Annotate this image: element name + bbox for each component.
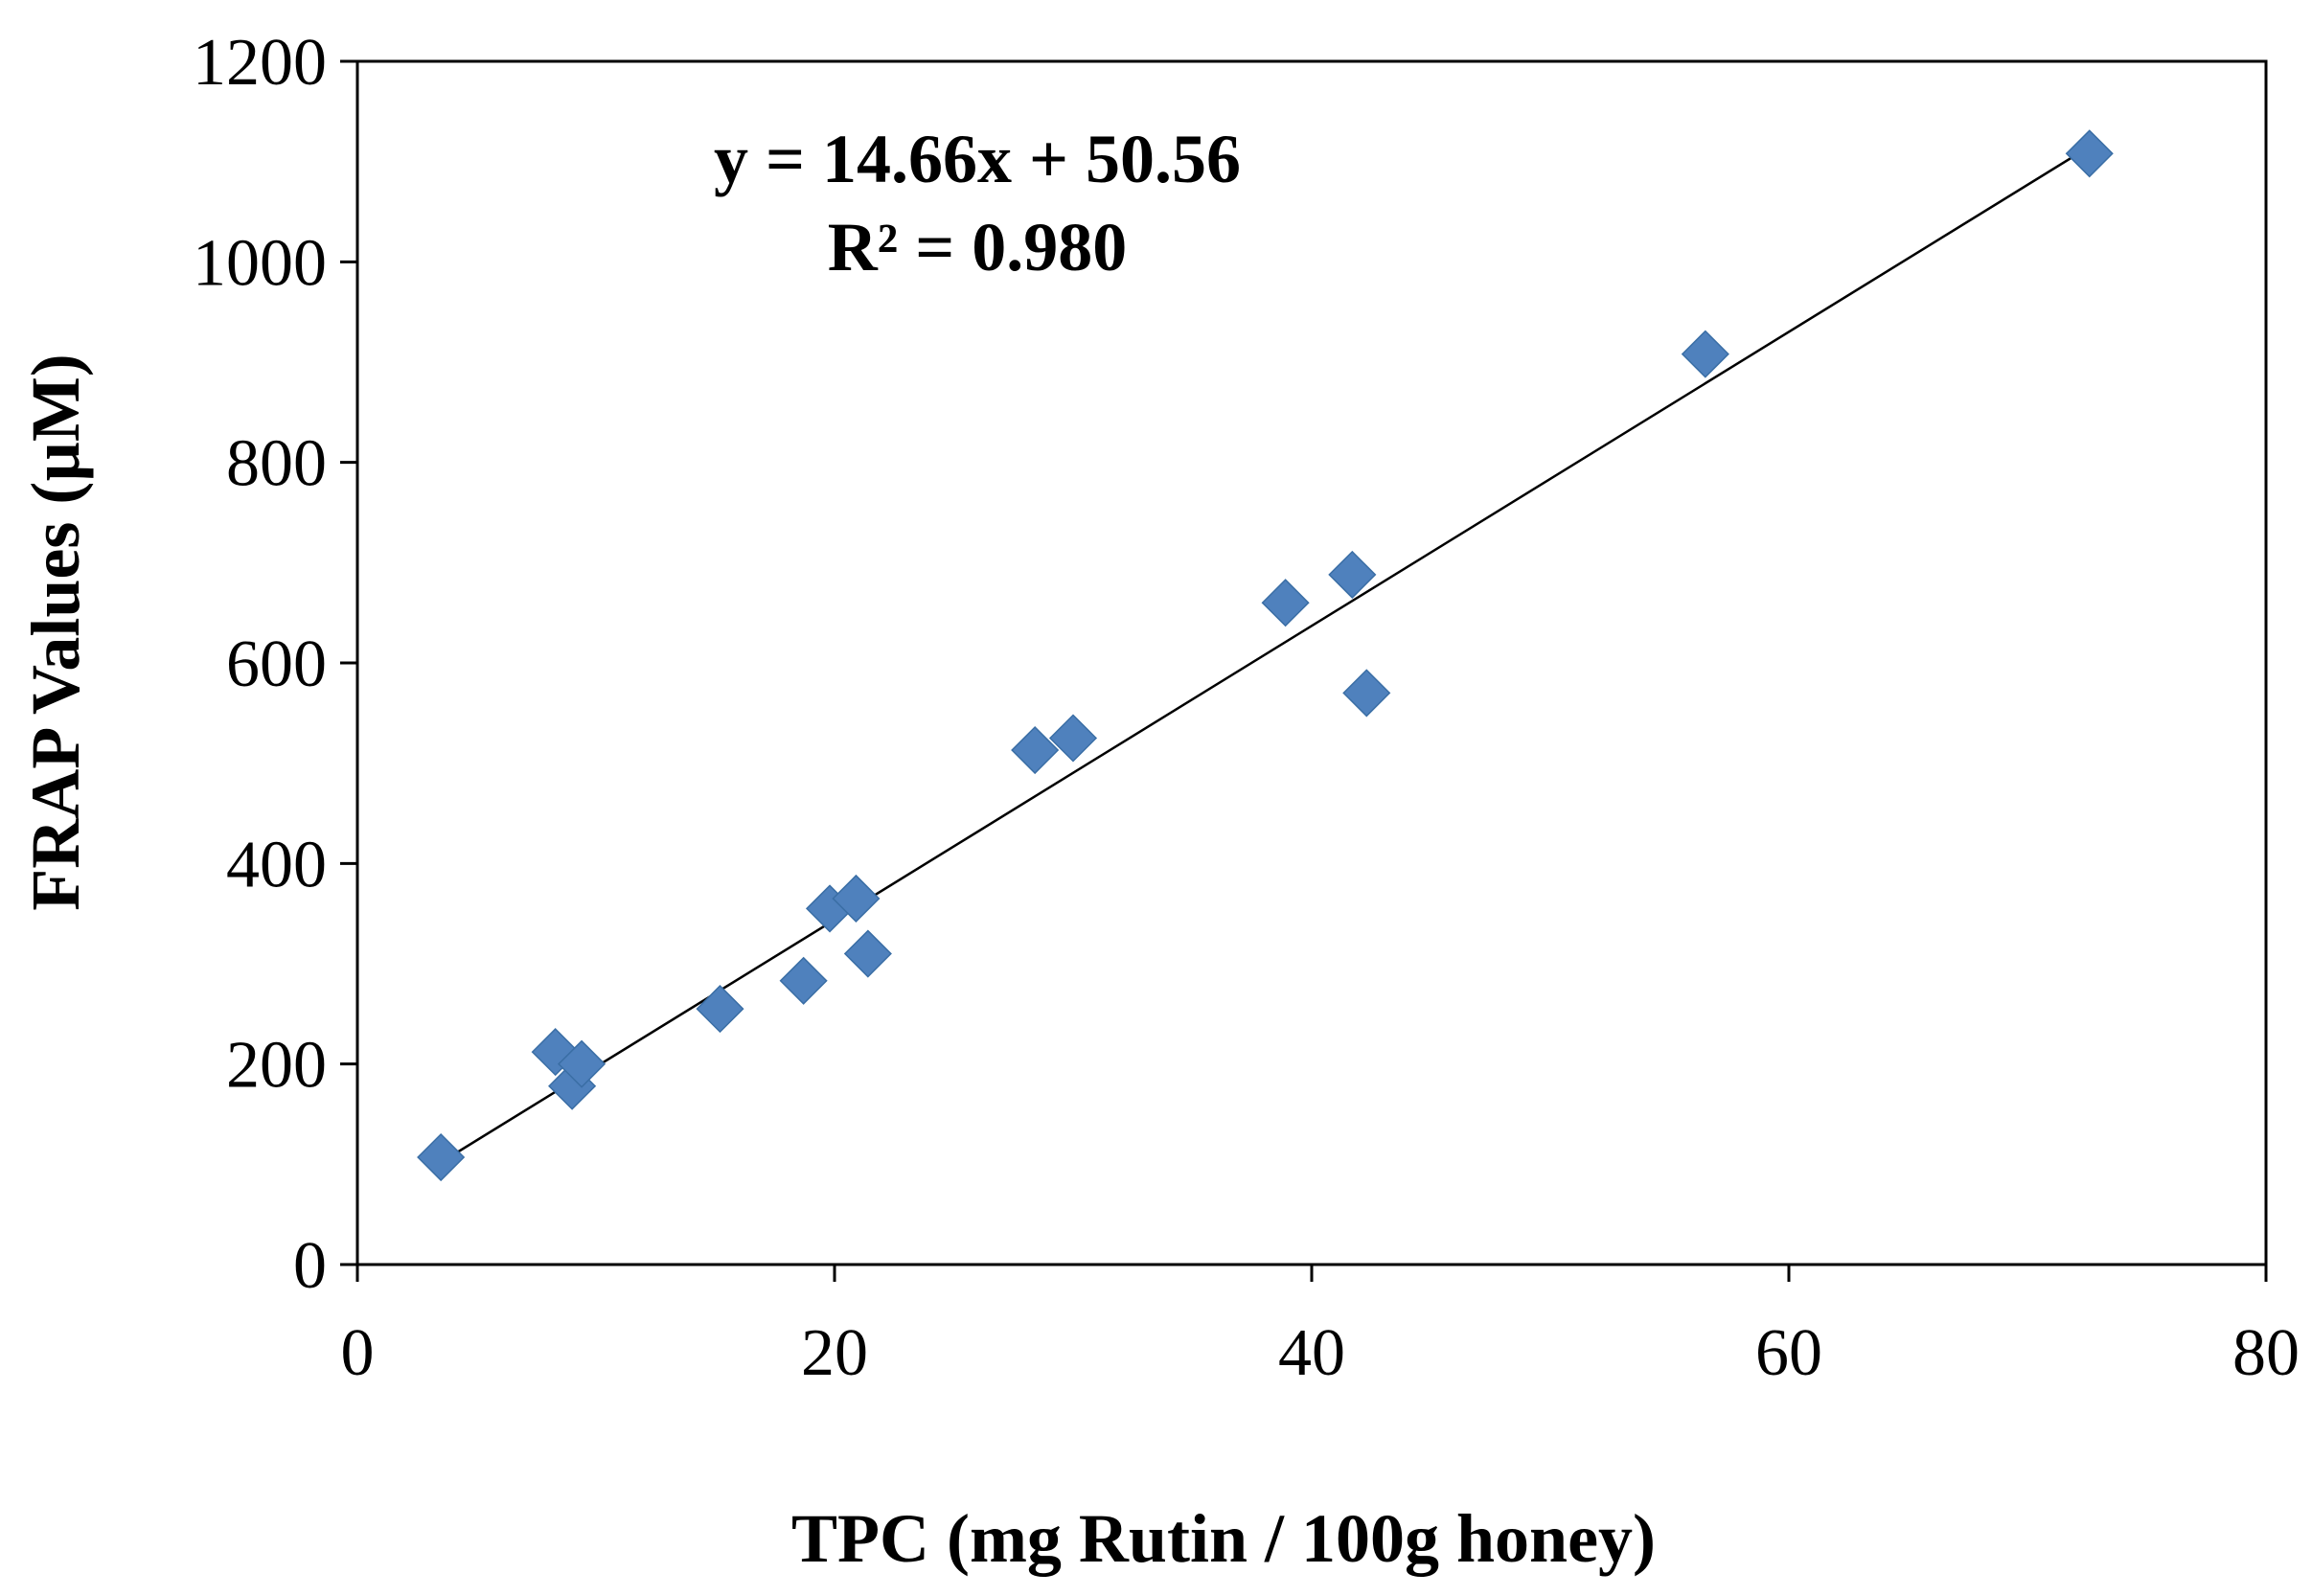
y-tick-label: 1200 (193, 26, 327, 100)
data-point (1342, 669, 1391, 718)
data-point (1011, 725, 1060, 775)
x-tick-label: 40 (1278, 1316, 1345, 1390)
data-point (843, 929, 892, 978)
data-point (2065, 129, 2114, 178)
y-axis-ticks: 0 200 400 600 800 1000 1200 (193, 26, 357, 1303)
y-tick-label: 200 (226, 1029, 327, 1103)
data-point (1328, 550, 1377, 599)
x-axis-title: TPC (mg Rutin / 100g honey) (791, 1500, 1656, 1577)
y-tick-label: 600 (226, 627, 327, 701)
y-tick-label: 800 (226, 427, 327, 501)
data-point (417, 1132, 466, 1182)
data-point (557, 1039, 607, 1088)
x-tick-label: 80 (2232, 1316, 2300, 1390)
data-point (1048, 714, 1098, 763)
data-point (779, 956, 828, 1005)
data-point (1681, 330, 1729, 378)
r-squared-label: R² = 0.980 (828, 209, 1128, 285)
y-tick-label: 400 (226, 828, 327, 901)
y-tick-label: 1000 (193, 226, 327, 300)
data-point (1261, 579, 1310, 627)
y-tick-label: 0 (293, 1229, 327, 1303)
x-tick-label: 20 (801, 1316, 868, 1390)
y-axis-title: FRAP Values (µM) (17, 353, 94, 910)
x-tick-label: 60 (1755, 1316, 1822, 1390)
x-tick-label: 0 (341, 1316, 375, 1390)
data-point (696, 985, 744, 1034)
x-axis-ticks: 0 20 40 60 80 (341, 1265, 2300, 1390)
trendline (440, 146, 2091, 1164)
data-points (417, 129, 2114, 1182)
plot-frame (355, 59, 2268, 1266)
trendline-equation: y = 14.66x + 50.56 (714, 121, 1241, 197)
data-point (832, 874, 881, 923)
